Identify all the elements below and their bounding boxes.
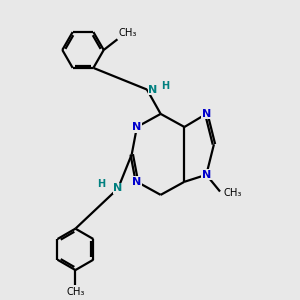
Text: N: N <box>202 109 211 119</box>
Text: N: N <box>132 122 142 132</box>
Text: CH₃: CH₃ <box>224 188 242 198</box>
Text: N: N <box>113 184 123 194</box>
Text: CH₃: CH₃ <box>119 28 137 38</box>
Text: N: N <box>132 177 142 187</box>
Text: N: N <box>148 85 158 94</box>
Text: H: H <box>161 81 169 91</box>
Text: H: H <box>97 179 105 189</box>
Text: N: N <box>202 170 211 180</box>
Text: CH₃: CH₃ <box>66 287 85 297</box>
